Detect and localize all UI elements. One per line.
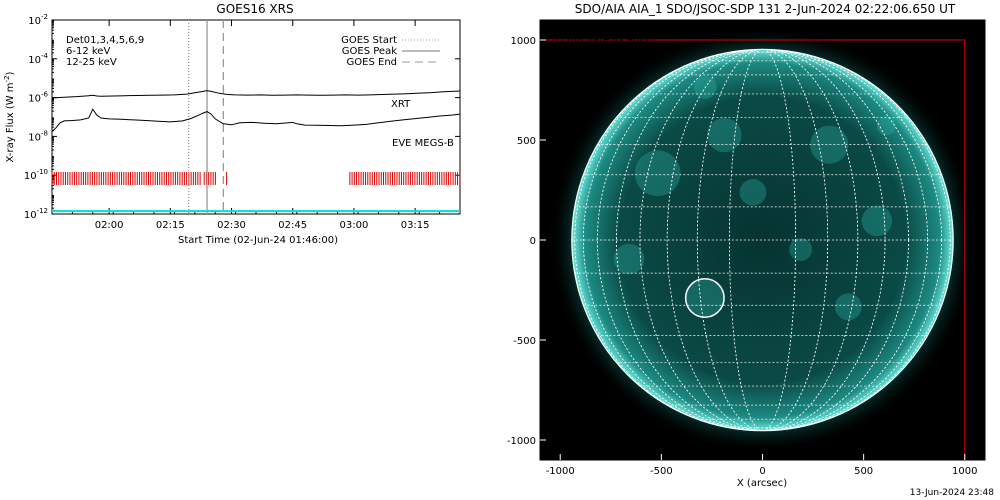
flare-location-legend: O AIA flare location xyxy=(556,35,652,46)
goes-event-markers xyxy=(188,20,225,214)
goes-y-axis-label: X-ray Flux (W m-2) xyxy=(3,71,16,162)
aia-y-axis: 1000 500 0 -500 -1000 xyxy=(507,36,546,447)
active-region xyxy=(613,243,645,275)
active-regions xyxy=(613,76,896,321)
active-region xyxy=(686,278,725,317)
longitude-line xyxy=(616,49,909,431)
xrt-fov-label: XRT FOV xyxy=(552,425,595,436)
longitude-line xyxy=(574,49,951,431)
goes-x-tick-label: 02:15 xyxy=(156,220,185,231)
aia-image-title: SDO/AIA AIA_1 SDO/JSOC-SDP 131 2-Jun-202… xyxy=(575,2,956,16)
goes-y-tick-label: 10-12 xyxy=(24,207,48,221)
goes-x-tick-label: 02:30 xyxy=(217,220,246,231)
active-region xyxy=(634,150,681,197)
goes-y-tick-label: 10-6 xyxy=(28,91,48,105)
aia-x-tick-label: 1000 xyxy=(952,466,977,477)
legend-6-12-kev: 6-12 keV xyxy=(66,46,110,57)
goes-y-tick-label: 10-8 xyxy=(28,129,48,143)
svg-text:X-ray Flux (W m-2): X-ray Flux (W m-2) xyxy=(3,71,16,162)
goes-x-axis-label: Start Time (02-Jun-24 01:46:00) xyxy=(178,235,338,246)
aia-y-tick-label: 500 xyxy=(517,136,536,147)
goes-x-tick-label: 02:45 xyxy=(278,220,307,231)
legend-detectors: Det01,3,4,5,6,9 xyxy=(66,35,144,46)
active-region xyxy=(739,178,767,206)
aia-x-tick-label: -1000 xyxy=(546,466,575,477)
goes-y-tick-label: 10-2 xyxy=(28,13,48,27)
active-region xyxy=(707,117,742,153)
goes-y-tick-label: 10-4 xyxy=(28,52,48,66)
annotation-xrt: XRT xyxy=(391,99,411,110)
goes-series xyxy=(51,90,461,213)
active-region xyxy=(876,116,896,136)
active-region xyxy=(834,293,862,321)
aia-x-tick-label: 500 xyxy=(854,466,873,477)
aia-y-tick-label: -1000 xyxy=(507,436,536,447)
goes-y-label-sup: -2 xyxy=(3,75,11,82)
goes-chart-title: GOES16 XRS xyxy=(216,2,293,16)
aia-y-tick-label: 1000 xyxy=(511,36,536,47)
legend-goes-start: GOES Start xyxy=(341,35,397,46)
legend-goes-peak: GOES Peak xyxy=(342,46,397,57)
legend-goes-end: GOES End xyxy=(347,57,397,68)
goes-x-tick-label: 03:15 xyxy=(401,220,430,231)
footer-timestamp: 13-Jun-2024 23:48 xyxy=(909,488,994,498)
active-region xyxy=(789,238,813,261)
flare-location-marker xyxy=(684,278,725,318)
goes-y-label-text: X-ray Flux (W m xyxy=(5,82,16,162)
aia-x-tick-label: 0 xyxy=(759,466,765,477)
solar-limb xyxy=(571,48,954,432)
longitude-line xyxy=(597,49,928,431)
annotation-eve-megs: EVE MEGS-B xyxy=(392,138,454,149)
longitude-line xyxy=(582,49,943,431)
legend-12-25-kev: 12-25 keV xyxy=(66,57,117,68)
aia-x-tick-label: -500 xyxy=(650,466,673,477)
active-region xyxy=(861,205,893,237)
heliographic-grid xyxy=(571,49,954,431)
goes-x-axis: 02:00 02:15 02:30 02:45 03:00 03:15 xyxy=(51,20,461,231)
active-region xyxy=(810,125,849,164)
aia-x-axis-label: X (arcsec) xyxy=(737,478,787,489)
longitude-line xyxy=(729,49,796,431)
aia-x-axis: -1000 -500 0 500 1000 xyxy=(546,454,977,477)
goes-series-line xyxy=(51,90,461,99)
goes-y-tick-label: 10-10 xyxy=(24,168,48,182)
xrt-coverage-bars xyxy=(51,172,461,185)
longitude-line xyxy=(639,49,886,431)
aia-y-tick-label: 0 xyxy=(530,236,536,247)
goes-series-line xyxy=(51,108,461,132)
longitude-line xyxy=(696,49,829,431)
goes-x-tick-label: 03:00 xyxy=(340,220,369,231)
goes-y-axis: 10-2 10-4 10-6 10-8 10-10 10-12 xyxy=(24,13,460,221)
goes-x-tick-label: 02:00 xyxy=(95,220,124,231)
longitude-line xyxy=(666,49,859,431)
aia-y-tick-label: -500 xyxy=(513,336,536,347)
